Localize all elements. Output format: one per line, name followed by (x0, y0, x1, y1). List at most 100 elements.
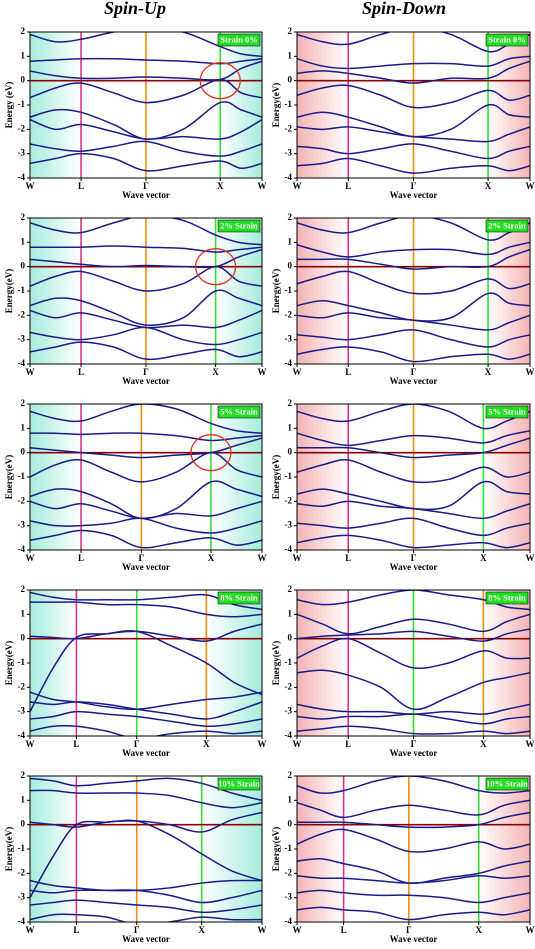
x-tick-label: W (293, 181, 302, 191)
band (30, 341, 262, 361)
y-axis-label: Energy(eV) (4, 641, 14, 686)
band (297, 906, 530, 921)
band (297, 889, 530, 904)
x-tick-label: W (293, 739, 302, 749)
y-tick-label: -2 (285, 309, 293, 319)
strain-label-box (485, 405, 529, 419)
x-tick-label: X (485, 367, 492, 377)
band (30, 601, 262, 618)
column-title: Spin-Down (362, 0, 446, 18)
bands (30, 32, 262, 172)
strain-label-box (485, 219, 529, 233)
plot-frame (29, 589, 263, 737)
x-tick-label: W (293, 553, 302, 563)
plot-frame (29, 31, 263, 179)
x-axis-label: Wave vector (122, 934, 170, 944)
y-axis-label: Energy(eV) (271, 641, 281, 686)
strain-label-box (217, 405, 261, 419)
strain-label: 10% Strain (486, 778, 528, 788)
y-tick-label: 1 (21, 50, 26, 60)
strain-label: 8% Strain (220, 592, 258, 602)
x-tick-label: W (26, 739, 35, 749)
x-axis-label: Wave vector (390, 748, 438, 758)
x-axis-label: Wave vector (390, 934, 438, 944)
band (30, 432, 262, 442)
y-axis-label: Energy(eV) (271, 827, 281, 872)
bands (297, 404, 530, 549)
y-tick-label: 0 (288, 75, 293, 85)
band (297, 241, 530, 258)
band (297, 828, 530, 853)
band (297, 404, 530, 430)
y-tick-label: -3 (18, 334, 26, 344)
band (30, 248, 262, 269)
y-tick-label: -4 (18, 358, 26, 368)
highlight-circle (199, 62, 241, 100)
y-tick-label: 1 (288, 608, 293, 618)
x-tick-label: L (73, 739, 79, 749)
y-tick-label: 2 (288, 212, 293, 222)
band (30, 889, 262, 904)
y-tick-label: 0 (21, 633, 26, 643)
band (30, 899, 262, 914)
y-tick-label: 2 (21, 212, 26, 222)
y-tick-label: -2 (285, 867, 293, 877)
plot-frame (296, 775, 531, 923)
band (30, 724, 262, 736)
x-tick-label: X (198, 925, 205, 935)
y-tick-label: 2 (288, 398, 293, 408)
band (297, 811, 530, 829)
y-tick-label: 0 (21, 261, 26, 271)
y-tick-label: -3 (285, 148, 293, 158)
x-axis-label: Wave vector (390, 190, 438, 200)
band (297, 346, 530, 363)
y-tick-label: -3 (18, 148, 26, 158)
bands (30, 218, 262, 361)
x-tick-label: L (345, 181, 351, 191)
band (30, 789, 262, 809)
band (297, 329, 530, 348)
x-tick-label: W (526, 553, 535, 563)
x-tick-label: X (480, 739, 487, 749)
y-tick-label: -3 (18, 892, 26, 902)
x-tick-label: X (480, 553, 487, 563)
y-tick-label: -4 (18, 730, 26, 740)
y-tick-label: 1 (21, 608, 26, 618)
y-tick-label: 1 (288, 422, 293, 432)
y-tick-label: -1 (285, 843, 293, 853)
band (30, 701, 262, 720)
x-tick-label: W (293, 367, 302, 377)
y-tick-label: 1 (288, 50, 293, 60)
bands (30, 591, 262, 736)
band (30, 710, 262, 728)
y-tick-label: 0 (288, 261, 293, 271)
band (297, 84, 530, 109)
y-tick-label: -2 (285, 681, 293, 691)
strain-label: Strain 0% (220, 34, 258, 44)
y-tick-label: -3 (18, 520, 26, 530)
x-tick-label: Γ (406, 925, 412, 935)
band (30, 326, 262, 346)
strain-label: Strain 0% (488, 34, 526, 44)
strain-label: 8% Strain (488, 592, 526, 602)
y-tick-label: -2 (18, 867, 26, 877)
band (297, 55, 530, 70)
band (30, 32, 262, 58)
strain-label-box (485, 777, 529, 791)
x-tick-label: L (78, 367, 84, 377)
plot-frame (296, 589, 531, 737)
y-tick-label: -2 (18, 495, 26, 505)
band (297, 534, 530, 549)
band (297, 875, 530, 884)
x-tick-label: X (217, 181, 224, 191)
x-tick-label: L (345, 367, 351, 377)
strain-label-box (485, 33, 529, 47)
y-tick-label: 2 (21, 584, 26, 594)
y-axis-label: Energy(eV) (4, 827, 14, 872)
x-tick-label: Γ (411, 553, 417, 563)
x-tick-label: L (345, 739, 351, 749)
plot-background (30, 590, 262, 736)
